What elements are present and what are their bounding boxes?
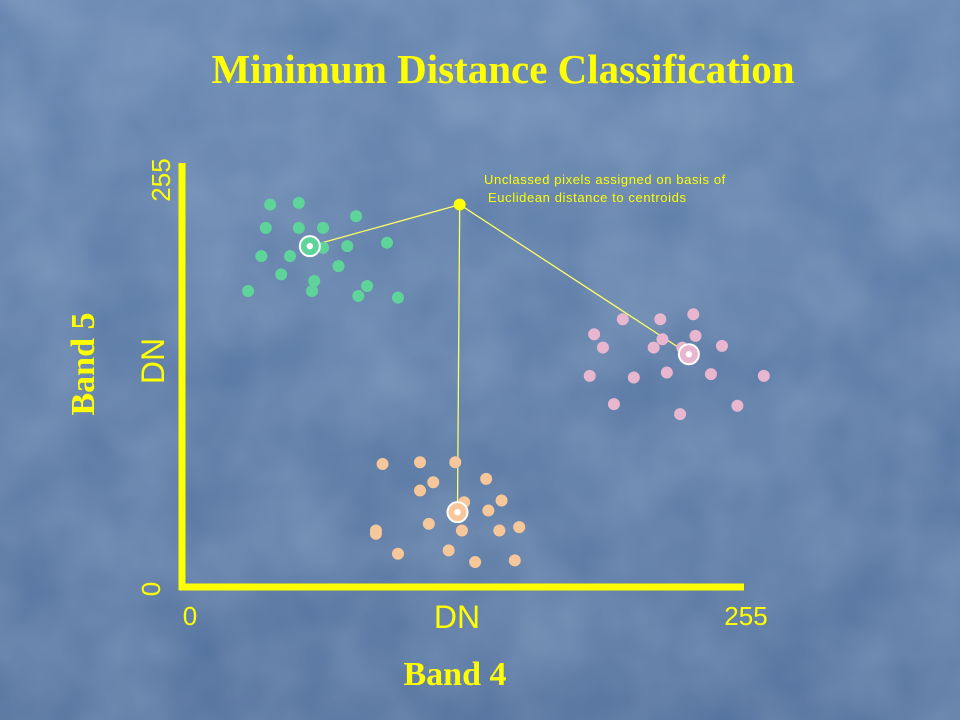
pink-pixel-point	[616, 313, 629, 326]
x-axis-label: DN	[434, 599, 480, 635]
pink-pixel-point	[656, 333, 669, 346]
orange-pixel-point	[376, 457, 389, 470]
orange-pixel-point	[513, 521, 526, 534]
green-pixel-point	[391, 291, 404, 304]
pink-centroid-dot	[685, 351, 693, 358]
centroids	[298, 235, 700, 524]
pink-pixel-point	[689, 329, 702, 342]
pink-pixel-point	[715, 339, 728, 352]
pink-pixel-point	[704, 368, 717, 381]
y-max-label: 255	[146, 158, 176, 201]
pink-pixel-point	[596, 341, 609, 354]
green-pixel-point	[308, 275, 321, 288]
orange-pixel-point	[414, 456, 427, 469]
slide-title: Minimum Distance Classification	[211, 46, 794, 92]
pink-pixel-point	[654, 313, 667, 326]
annotation-line-2: Euclidean distance to centroids	[488, 190, 687, 205]
green-pixel-point	[275, 268, 288, 281]
green-pixel-point	[306, 285, 319, 298]
orange-pixel-point	[495, 494, 508, 507]
green-pixel-point	[259, 221, 272, 234]
orange-pixel-point	[493, 524, 506, 537]
pink-pixel-point	[583, 369, 596, 382]
green-pixel-point	[332, 260, 345, 273]
y-min-label: 0	[136, 582, 166, 596]
orange-pixel-point	[482, 504, 495, 517]
pink-pixel-point	[757, 369, 770, 382]
green-pixel-point	[317, 221, 330, 234]
y-band-label: Band 5	[65, 313, 102, 416]
x-band-label: Band 4	[404, 656, 507, 693]
green-centroid-dot	[306, 242, 314, 250]
orange-pixel-point	[480, 472, 493, 485]
green-pixel-point	[264, 198, 277, 211]
green-pixel-point	[341, 240, 354, 253]
orange-pixel-point	[422, 517, 435, 530]
green-pixel-point	[352, 290, 365, 303]
orange-pixel-point	[469, 556, 482, 569]
annotation-line-1: Unclassed pixels assigned on basis of	[484, 172, 726, 187]
green-pixel-point	[350, 210, 363, 223]
x-max-label: 255	[724, 601, 767, 631]
pink-pixel-point	[647, 341, 660, 354]
green-pixel-point	[242, 285, 255, 298]
unclassed-pixel-group	[453, 198, 466, 211]
y-axis-label: DN	[135, 338, 171, 384]
orange-pixel-point	[455, 524, 468, 537]
pink-distance-line	[459, 204, 690, 355]
green-pixel-point	[380, 236, 393, 249]
green-pixel-point	[292, 221, 305, 234]
orange-centroid-dot	[454, 508, 461, 516]
pink-pixel-point	[588, 328, 601, 341]
orange-pixel-point	[369, 524, 382, 537]
orange-pixel-point	[442, 544, 455, 557]
orange-pixel-point	[427, 476, 440, 489]
green-pixel-point	[255, 250, 268, 263]
orange-pixel-point	[391, 547, 404, 560]
orange-pixel-point	[508, 554, 521, 567]
pink-pixel-point	[674, 408, 687, 421]
unclassed-pixel	[453, 198, 466, 211]
pink-pixel-point	[627, 371, 640, 384]
green-pixel-point	[283, 250, 296, 263]
pink-pixel-point	[607, 398, 620, 411]
orange-pixel-point	[449, 456, 462, 469]
pixel-points	[242, 196, 770, 569]
green-distance-line	[309, 203, 460, 247]
green-pixel-point	[292, 196, 305, 209]
x-min-label: 0	[183, 601, 197, 631]
pink-pixel-point	[660, 366, 673, 379]
orange-pixel-point	[414, 484, 427, 497]
green-pixel-point	[361, 280, 374, 293]
pink-pixel-point	[731, 399, 744, 412]
pink-pixel-point	[687, 308, 700, 321]
